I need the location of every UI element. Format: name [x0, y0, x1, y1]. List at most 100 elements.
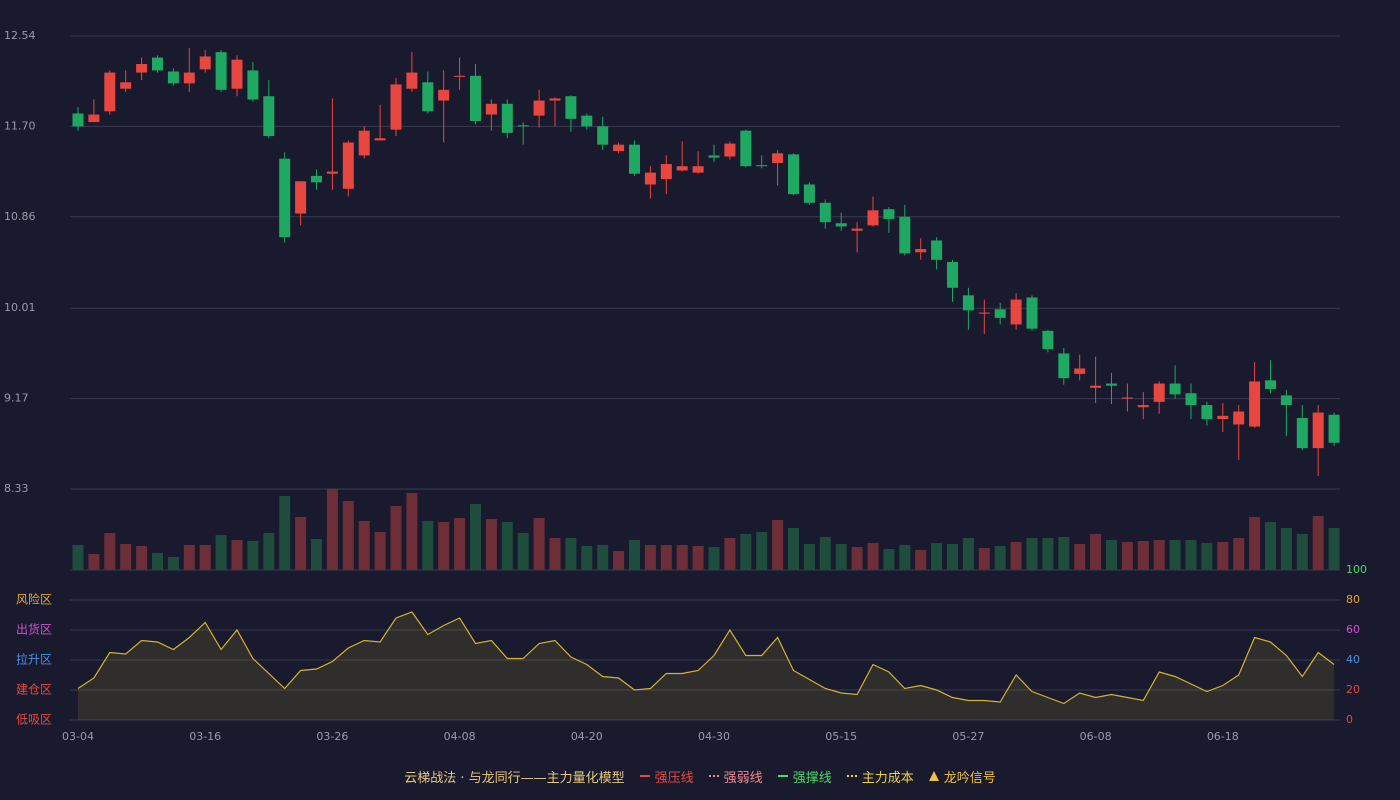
- volume-bar: [263, 533, 275, 570]
- volume-bar: [342, 501, 354, 570]
- legend-icon: [928, 771, 939, 781]
- volume-bar: [1042, 538, 1054, 570]
- legend-icon: [846, 775, 857, 777]
- candle-body: [422, 82, 434, 112]
- candle-body: [342, 142, 354, 189]
- candle-body: [629, 144, 640, 174]
- candle-body: [660, 164, 672, 180]
- legend-label: 龙吟信号: [943, 770, 996, 786]
- candle-body: [851, 228, 863, 231]
- volume-bar: [1312, 516, 1324, 570]
- volume-bar: [422, 521, 434, 570]
- y2-tick-label: 20: [1346, 683, 1360, 696]
- volume-bar: [470, 504, 481, 570]
- zone-label: 风险区: [16, 592, 52, 607]
- candle-body: [772, 153, 784, 163]
- candle-body: [104, 72, 116, 112]
- candle-body: [72, 113, 84, 127]
- candle-body: [199, 56, 211, 70]
- volume-bar: [1328, 528, 1340, 570]
- candle-body: [613, 144, 625, 152]
- volume-bar: [803, 544, 815, 570]
- y2-tick-label: 40: [1346, 653, 1360, 666]
- candle-body: [724, 143, 736, 157]
- candle-body: [263, 96, 275, 137]
- candle-body: [295, 181, 307, 214]
- volume-bar: [167, 557, 179, 570]
- volume-bar: [962, 538, 974, 570]
- volume-bar: [549, 538, 561, 570]
- candle-body: [676, 166, 688, 171]
- volume-bar: [915, 550, 927, 570]
- candle-body: [994, 309, 1006, 318]
- volume-bar: [1249, 517, 1261, 570]
- x-tick-label: 03-26: [316, 730, 348, 743]
- candle-body: [88, 114, 100, 123]
- volume-bar: [1233, 538, 1245, 570]
- candle-body: [152, 57, 163, 71]
- candle-body: [1090, 385, 1102, 388]
- volume-bar: [1121, 542, 1133, 570]
- candle-body: [1042, 330, 1054, 350]
- volume-bar: [1185, 540, 1197, 570]
- candle-body: [692, 166, 704, 173]
- volume-bar: [390, 506, 402, 570]
- volume-bar: [724, 538, 736, 570]
- candle-body: [1058, 353, 1070, 379]
- candle-body: [533, 100, 545, 116]
- candle-body: [581, 115, 593, 127]
- candle-body: [1185, 393, 1197, 406]
- volume-bar: [88, 554, 100, 570]
- candle-body: [899, 216, 911, 254]
- legend-item: 强撑线: [777, 767, 832, 786]
- candle-body: [708, 155, 720, 158]
- volume-bar: [740, 534, 752, 570]
- candle-body: [485, 103, 497, 115]
- candle-body: [947, 261, 958, 288]
- volume-bar: [199, 545, 211, 570]
- indicator-line: [77, 611, 1335, 705]
- zone-label: 出货区: [16, 622, 52, 637]
- x-tick-label: 03-16: [189, 730, 221, 743]
- volume-bar: [517, 533, 529, 570]
- volume-bar: [311, 539, 322, 570]
- volume-bar: [835, 544, 847, 570]
- legend-label: 强撑线: [792, 770, 832, 786]
- legend-item: 主力成本: [846, 767, 914, 786]
- legend-label: 强压线: [654, 770, 694, 786]
- legend-label: 主力成本: [861, 770, 914, 786]
- volume-bar: [1217, 542, 1229, 570]
- candle-body: [501, 103, 513, 133]
- volume-bar: [136, 546, 148, 570]
- volume-bar: [104, 533, 116, 570]
- x-tick-label: 05-27: [952, 730, 984, 743]
- volume-bar: [1106, 540, 1117, 570]
- candle-body: [1217, 415, 1229, 420]
- zone-label: 拉升区: [16, 652, 52, 667]
- y2-tick-label: 0: [1346, 713, 1353, 726]
- candle-body: [549, 98, 561, 101]
- y2-tick-label: 100: [1346, 563, 1367, 576]
- volume-bar: [994, 546, 1006, 570]
- candle-body: [915, 249, 927, 253]
- volume-bar: [438, 522, 450, 570]
- volume-bar: [883, 549, 895, 570]
- volume-bar: [978, 548, 990, 570]
- candle-body: [931, 240, 943, 260]
- candle-body: [183, 72, 195, 84]
- candle-body: [1201, 405, 1213, 420]
- candle-body: [819, 202, 831, 223]
- volume-bar: [358, 521, 370, 570]
- volume-bar: [851, 547, 863, 570]
- y-tick-label: 10.86: [4, 210, 36, 223]
- volume-bar: [326, 489, 338, 570]
- candle-body: [1312, 412, 1324, 449]
- volume-bar: [788, 528, 799, 570]
- candle-body: [1265, 380, 1276, 389]
- y2-tick-label: 60: [1346, 623, 1360, 636]
- x-tick-label: 04-20: [571, 730, 603, 743]
- zone-label: 低吸区: [16, 713, 52, 727]
- volume-bar: [231, 540, 243, 570]
- volume-bar: [597, 545, 609, 570]
- x-tick-label: 05-15: [825, 730, 857, 743]
